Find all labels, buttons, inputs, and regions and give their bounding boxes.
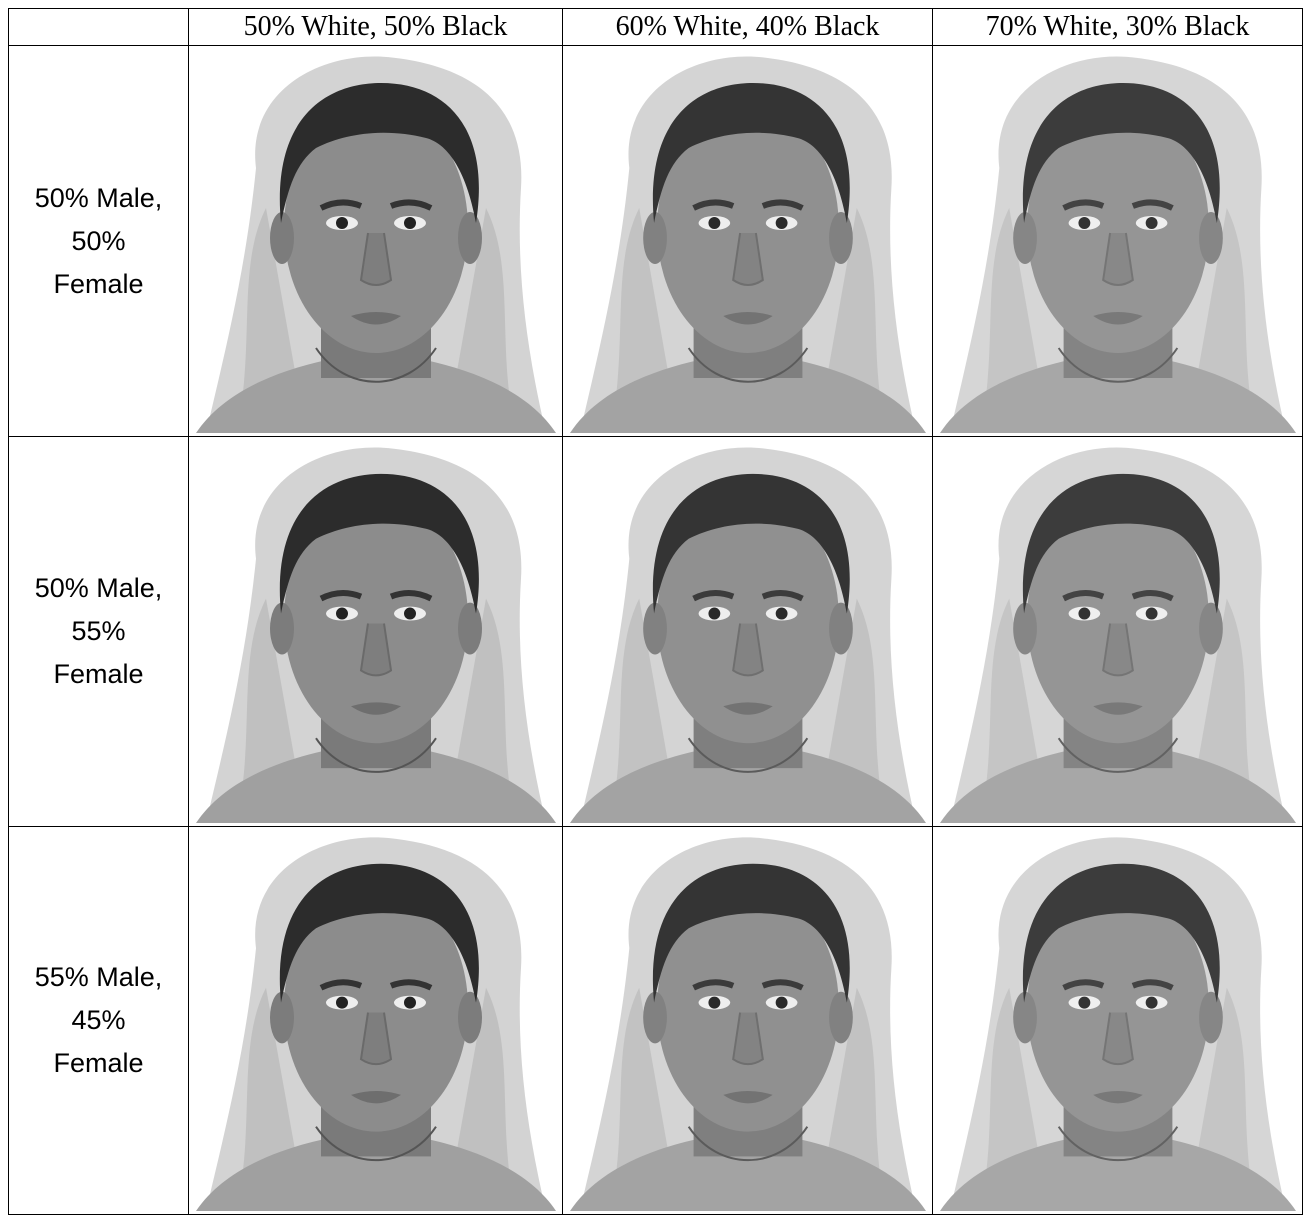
face-image xyxy=(569,48,926,433)
column-header: 50% White, 50% Black xyxy=(188,8,563,46)
face-image xyxy=(939,439,1296,823)
face-cell xyxy=(188,436,563,827)
tone-overlay xyxy=(569,48,926,433)
face-cell xyxy=(562,45,933,437)
figure-table: 50% White, 50% Black 60% White, 40% Blac… xyxy=(8,8,1303,1215)
table-row: 50% Male, 50% Female xyxy=(8,45,1303,437)
row-label-line: 50% Male, xyxy=(34,573,163,603)
row-label-line: 50% Male, xyxy=(34,182,163,213)
table-row: 55% Male, 45% Female xyxy=(8,826,1303,1215)
face-image xyxy=(939,48,1296,433)
header-row: 50% White, 50% Black 60% White, 40% Blac… xyxy=(8,8,1303,46)
tone-overlay xyxy=(939,829,1296,1211)
row-label: 50% Male, 50% Female xyxy=(8,45,189,437)
row-label-line: 50% xyxy=(71,225,126,256)
tone-overlay xyxy=(939,48,1296,433)
face-image xyxy=(939,829,1296,1211)
row-label-line: 45% xyxy=(71,1005,126,1035)
tone-overlay xyxy=(569,829,926,1211)
face-cell xyxy=(932,826,1303,1215)
face-cell xyxy=(188,45,563,437)
face-image xyxy=(196,829,556,1211)
row-label-line: 55% xyxy=(71,616,126,646)
tone-overlay xyxy=(569,439,926,823)
row-label-line: Female xyxy=(53,268,144,299)
row-label-line: Female xyxy=(53,1048,144,1078)
face-cell xyxy=(932,436,1303,827)
face-cell xyxy=(932,45,1303,437)
face-image xyxy=(196,48,556,433)
face-image xyxy=(569,439,926,823)
row-label: 55% Male, 45% Female xyxy=(8,826,189,1215)
corner-cell xyxy=(8,8,189,46)
face-cell xyxy=(562,826,933,1215)
row-label-line: 55% Male, xyxy=(34,962,163,992)
table-row: 50% Male, 55% Female xyxy=(8,436,1303,827)
face-cell xyxy=(188,826,563,1215)
column-header: 70% White, 30% Black xyxy=(932,8,1303,46)
row-label-line: Female xyxy=(53,659,144,689)
face-image xyxy=(569,829,926,1211)
face-image xyxy=(196,439,556,823)
column-header: 60% White, 40% Black xyxy=(562,8,933,46)
row-label: 50% Male, 55% Female xyxy=(8,436,189,827)
tone-overlay xyxy=(939,439,1296,823)
face-cell xyxy=(562,436,933,827)
